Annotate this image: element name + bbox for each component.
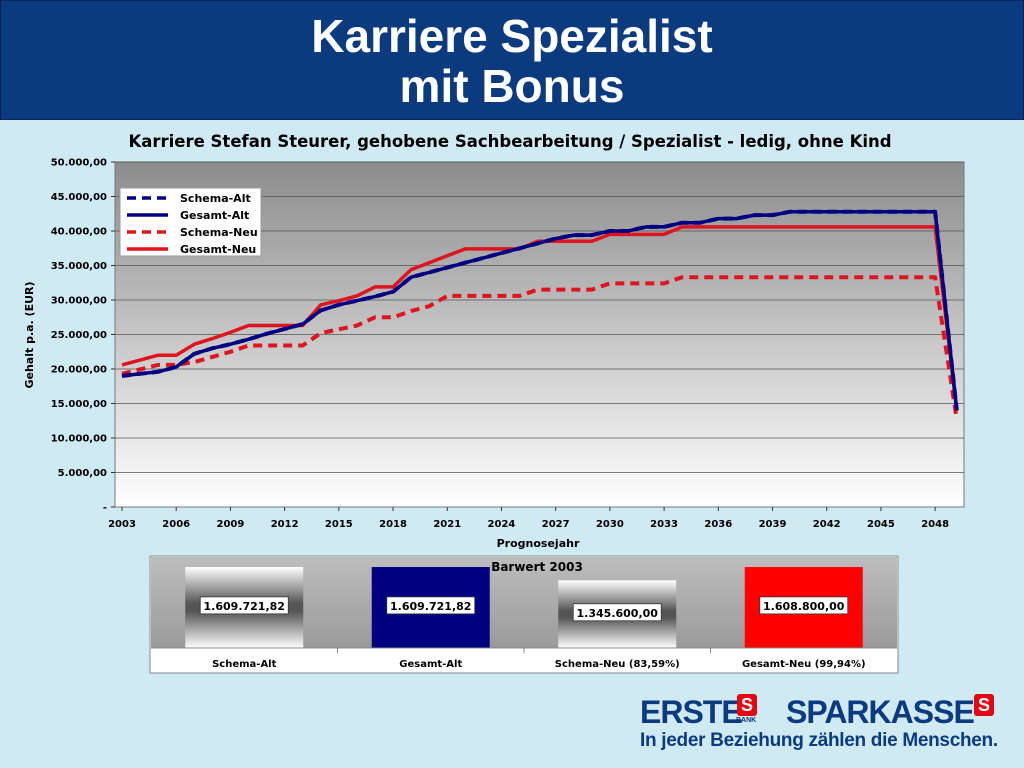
x-tick-label: 2009: [216, 519, 244, 530]
y-tick-label: 40.000,00: [51, 227, 107, 238]
x-tick-label: 2042: [813, 519, 841, 530]
x-tick-label: 2027: [542, 519, 570, 530]
page-header: Karriere Spezialist mit Bonus: [0, 0, 1024, 120]
bar-data-label: 1.609.721,82: [390, 600, 471, 613]
x-axis-ticks: 2003 2006 2009 2012 2015 2018 2021 2024 2027 2030…: [108, 507, 949, 530]
bar-category-label: Gesamt-Neu (99,94%): [742, 659, 866, 670]
bar-category-label: Schema-Neu (83,59%): [555, 659, 680, 670]
bar-category-label: Schema-Alt: [212, 659, 277, 670]
y-tick-label: 45.000,00: [51, 192, 107, 203]
x-tick-label: 2018: [379, 519, 407, 530]
chart-title: Karriere Stefan Steurer, gehobene Sachbe…: [128, 132, 891, 151]
bar-label-box: [386, 596, 476, 615]
slogan: In jeder Beziehung zählen die Menschen.: [640, 730, 998, 751]
x-tick-label: 2048: [921, 519, 949, 530]
x-tick-label: 2033: [650, 519, 678, 530]
y-tick-label: -: [103, 503, 107, 514]
legend-label: Schema-Neu: [180, 226, 258, 239]
x-tick-label: 2006: [162, 519, 190, 530]
page-title-line1: Karriere Spezialist: [311, 10, 713, 62]
x-tick-label: 2036: [704, 519, 732, 530]
bank-label: BANK: [736, 717, 757, 724]
y-tick-label: 15.000,00: [51, 399, 107, 410]
legend: Schema-Alt Gesamt-Alt Schema-Neu Gesamt-Neu: [119, 187, 262, 257]
x-tick-label: 2045: [867, 519, 895, 530]
bar-data-label: 1.609.721,82: [204, 600, 285, 613]
bar-label-box: [572, 603, 662, 622]
x-tick-label: 2021: [433, 519, 461, 530]
legend-label: Schema-Alt: [180, 192, 251, 205]
legend-label: Gesamt-Neu: [180, 243, 256, 256]
series-line-gesamt-alt: [121, 209, 959, 411]
y-tick-label: 20.000,00: [51, 365, 107, 376]
bar-label-box: [759, 596, 849, 615]
y-axis-ticks: - 5.000,00 10.000,00 15.000,00 20.000,00 25.0…: [51, 158, 115, 514]
series-lines: [121, 209, 959, 420]
x-tick-label: 2003: [108, 519, 136, 530]
bars: 1.609.721,82 1.609.721,82 1.345.600,00 1.60…: [185, 567, 863, 648]
bar-data-label: 1.608.800,00: [763, 600, 845, 613]
x-tick-label: 2012: [271, 519, 299, 530]
bar-chart-title: Barwert 2003: [491, 560, 583, 574]
bar-data-label: 1.345.600,00: [577, 607, 659, 620]
erste-bank-logo: ERSTE: [640, 694, 743, 731]
page-title-line2: mit Bonus: [399, 60, 625, 112]
sparkasse-logo: SPARKASSE: [786, 694, 975, 731]
series-line-schema-neu: [121, 275, 959, 420]
y-tick-label: 50.000,00: [51, 158, 107, 169]
x-axis-label: Prognosejahr: [497, 537, 580, 550]
series-line-gesamt-neu: [121, 225, 959, 411]
bar-category-label: Gesamt-Alt: [399, 659, 462, 670]
y-tick-label: 30.000,00: [51, 296, 107, 307]
y-tick-label: 10.000,00: [51, 434, 107, 445]
bar-category-labels: Schema-Alt Gesamt-Alt Schema-Neu (83,59%) G…: [212, 648, 866, 670]
bar-label-box: [199, 596, 289, 615]
brand-erste: ERSTE: [640, 694, 743, 730]
sparkasse-s-icon-2: S: [974, 694, 994, 716]
x-tick-label: 2015: [325, 519, 353, 530]
x-tick-label: 2024: [488, 519, 516, 530]
legend-label: Gesamt-Alt: [180, 209, 249, 222]
sparkasse-s-icon: S: [737, 694, 757, 716]
x-tick-label: 2039: [759, 519, 787, 530]
brand-sparkasse: SPARKASSE: [786, 694, 975, 730]
y-axis-label: Gehalt p.a. (EUR): [23, 281, 36, 388]
x-tick-label: 2030: [596, 519, 624, 530]
chart-area: Karriere Stefan Steurer, gehobene Sachbe…: [23, 132, 965, 674]
y-tick-label: 25.000,00: [51, 330, 107, 341]
y-tick-label: 5.000,00: [58, 468, 107, 479]
y-tick-label: 35.000,00: [51, 261, 107, 272]
